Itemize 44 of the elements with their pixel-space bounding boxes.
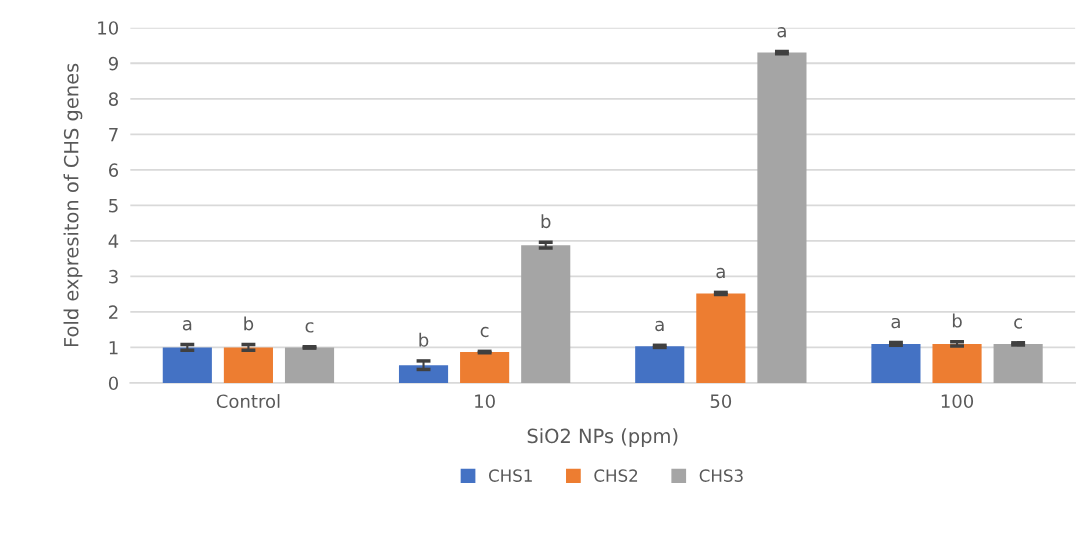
data-label: a — [777, 27, 786, 38]
data-label: a — [655, 320, 664, 332]
bar — [398, 365, 449, 383]
x-tick-label: Control — [216, 394, 280, 409]
data-label: b — [419, 332, 429, 347]
y-tick-label: 6 — [108, 163, 119, 177]
data-label: b — [541, 214, 551, 229]
y-tick-label: 9 — [108, 56, 118, 71]
bar — [757, 52, 807, 383]
bar — [932, 343, 982, 383]
data-label: c — [1014, 318, 1022, 329]
x-axis-title: SiO2 NPs (ppm) — [527, 428, 678, 448]
y-tick-label: 4 — [108, 234, 119, 248]
y-tick-label: 5 — [109, 199, 118, 213]
y-tick-label: 2 — [109, 305, 118, 319]
x-tick-label: 10 — [475, 394, 495, 409]
data-label: a — [716, 267, 725, 279]
bar — [223, 347, 273, 383]
data-label: b — [952, 313, 962, 328]
bar — [696, 293, 746, 383]
data-label: c — [480, 326, 489, 338]
legend-label: CHS1 — [488, 469, 532, 482]
data-label: a — [891, 317, 900, 329]
y-tick-label: 8 — [108, 92, 118, 106]
legend-label: CHS3 — [699, 469, 743, 482]
y-tick-label: 7 — [109, 128, 118, 142]
bar — [871, 343, 921, 383]
y-tick-label: 10 — [98, 21, 119, 35]
bar — [993, 343, 1043, 383]
x-tick-label: 50 — [710, 394, 732, 409]
data-label: c — [305, 322, 314, 333]
y-axis-title: Fold expresiton of CHS genes — [63, 63, 83, 347]
legend-label: CHS2 — [594, 469, 638, 482]
data-label: b — [244, 316, 254, 331]
bar — [162, 347, 212, 383]
bar — [521, 245, 571, 383]
data-label: a — [182, 320, 192, 331]
y-tick-label: 3 — [109, 269, 118, 284]
x-tick-label: 100 — [941, 394, 974, 409]
bar — [460, 352, 510, 383]
y-tick-label: 0 — [108, 376, 119, 391]
y-tick-label: 1 — [109, 341, 118, 355]
bar — [635, 346, 685, 383]
bar — [284, 347, 335, 383]
